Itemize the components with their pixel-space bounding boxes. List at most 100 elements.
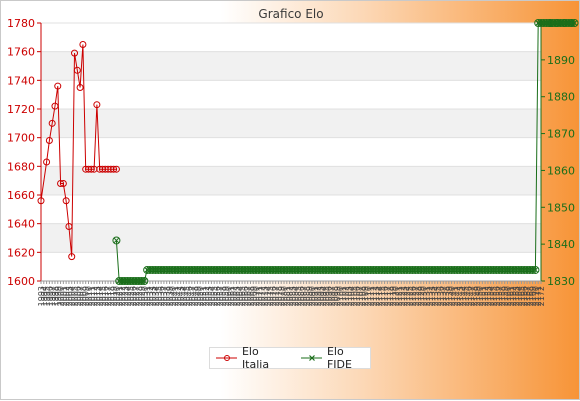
left-tick-label: 1720	[7, 103, 35, 116]
x-tick-label: 2133	[428, 286, 437, 306]
data-point-ring	[570, 19, 579, 27]
data-point-elo-italia	[76, 84, 84, 91]
x-tick-label: 2057	[216, 286, 225, 306]
x-tick-label: 2009	[82, 286, 91, 306]
data-point-elo-italia	[51, 102, 59, 110]
x-tick-label: 2027	[132, 286, 141, 306]
x-tick-label: 2005	[71, 286, 80, 306]
x-tick-label: 2153	[484, 286, 493, 306]
x-tick-label: 2071	[255, 286, 264, 306]
grid-band	[41, 166, 541, 195]
x-tick-label: 2098	[330, 286, 339, 306]
x-tick-label: 2003	[65, 286, 74, 306]
x-tick-label: 2107	[355, 286, 364, 306]
x-tick-label: 1994	[40, 286, 49, 306]
right-tick-label: 1830	[547, 275, 575, 288]
x-tick-label: 2049	[193, 286, 202, 306]
left-tick-label: 1660	[7, 189, 35, 202]
x-tick-label: 2020	[112, 286, 121, 306]
x-tick-label: 2034	[152, 286, 161, 306]
x-tick-label: 2114	[375, 286, 384, 306]
x-tick-label: 2163	[512, 286, 521, 306]
grid-band	[41, 109, 541, 138]
x-tick-label: 2055	[210, 286, 219, 306]
legend: Elo Italia Elo FIDE	[209, 345, 371, 371]
data-point-elo-italia	[45, 137, 53, 145]
x-tick-label: 1999	[54, 286, 63, 306]
x-tick-label: 2147	[467, 286, 476, 306]
x-tick-label: 2152	[481, 286, 490, 306]
x-tick-label: 2016	[101, 286, 110, 306]
x-tick-label: 2091	[311, 286, 320, 306]
data-point-elo-italia	[37, 197, 45, 205]
x-tick-label: 2170	[531, 286, 540, 306]
x-tick-label: 2001	[59, 286, 68, 306]
data-point-elo-italia	[68, 253, 76, 261]
x-tick-label: 2122	[397, 286, 406, 306]
x-tick-label: 2051	[199, 286, 208, 306]
x-tick-label: 2088	[302, 286, 311, 306]
legend-label-elo-italia: Elo Italia	[241, 345, 270, 371]
x-tick-label: 2006	[73, 286, 82, 306]
chart-title: Grafico Elo	[258, 7, 323, 21]
x-tick-label: 2148	[470, 286, 479, 306]
x-tick-label: 2138	[442, 286, 451, 306]
x-tick-label: 2023	[121, 286, 130, 306]
x-tick-label: 2144	[459, 286, 468, 306]
data-point-elo-italia	[110, 165, 118, 173]
x-tick-label: 2026	[129, 286, 138, 306]
x-tick-label: 2131	[422, 286, 431, 306]
x-tick-label: 2038	[163, 286, 172, 306]
x-tick-label: 2080	[280, 286, 289, 306]
data-point-ring	[140, 277, 149, 285]
x-tick-label: 2100	[336, 286, 345, 306]
x-tick-label: 2141	[450, 286, 459, 306]
x-tick-label: 2124	[403, 286, 412, 306]
x-tick-label: 2031	[143, 286, 152, 306]
data-point-elo-italia	[54, 82, 62, 90]
x-tick-label: 2015	[98, 286, 107, 306]
x-tick-label: 2074	[263, 286, 272, 306]
x-tick-label: 2159	[501, 286, 510, 306]
grid-band	[41, 51, 541, 81]
x-tick-label: 2110	[364, 286, 373, 306]
x-tick-label: 2084	[291, 286, 300, 306]
x-tick-label: 2062	[230, 286, 239, 306]
x-tick-label: 2094	[319, 286, 328, 306]
x-tick-label: 2117	[383, 286, 392, 306]
data-point-elo-italia	[79, 41, 87, 48]
x-tick-label: 1996	[45, 286, 54, 306]
x-tick-label: 2075	[266, 286, 275, 306]
x-tick-label: 1997	[48, 286, 57, 306]
x-tick-label: 2162	[509, 286, 518, 306]
x-tick-label: 2140	[448, 286, 457, 306]
right-tick-label: 1870	[547, 128, 575, 141]
x-tick-label: 2161	[506, 286, 515, 306]
x-tick-label: 2165	[517, 286, 526, 306]
x-tick-label: 2158	[498, 286, 507, 306]
x-tick-label: 2097	[328, 286, 337, 306]
x-tick-label: 2149	[473, 286, 482, 306]
x-tick-label: 2160	[503, 286, 512, 306]
data-point-elo-italia	[48, 119, 56, 127]
x-tick-label: 2008	[79, 286, 88, 306]
x-tick-label: 2155	[490, 286, 499, 306]
x-tick-label: 2166	[520, 286, 529, 306]
x-tick-label: 2024	[124, 286, 133, 306]
x-tick-label: 2127	[411, 286, 420, 306]
x-tick-label: 2013	[93, 286, 102, 306]
x-tick-label: 2064	[235, 286, 244, 306]
x-tick-label: 2082	[286, 286, 295, 306]
x-tick-label: 2130	[420, 286, 429, 306]
x-tick-label: 2040	[168, 286, 177, 306]
x-tick-label: 2044	[179, 286, 188, 306]
x-tick-label: 2129	[417, 286, 426, 306]
data-point-elo-italia	[59, 180, 67, 188]
left-tick-label: 1680	[7, 160, 35, 173]
x-tick-label: 2018	[107, 286, 116, 306]
x-tick-label: 2046	[185, 286, 194, 306]
x-tick-label: 2105	[350, 286, 359, 306]
x-tick-label: 2029	[138, 286, 147, 306]
x-tick-label: 2014	[96, 286, 105, 306]
